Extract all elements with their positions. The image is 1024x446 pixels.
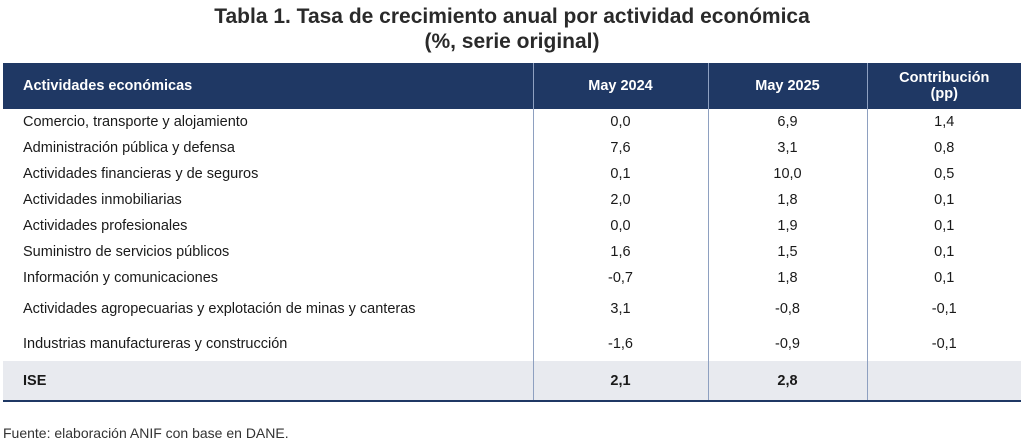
contribution-cell: 1,4 bbox=[867, 109, 1021, 135]
may-2025-cell: 1,8 bbox=[708, 187, 867, 213]
contribution-cell: 0,1 bbox=[867, 187, 1021, 213]
table-row: Actividades agropecuarias y explotación … bbox=[3, 291, 1021, 326]
header-activities: Actividades económicas bbox=[3, 63, 533, 109]
total-label-cell: ISE bbox=[3, 361, 533, 401]
growth-table: Actividades económicas May 2024 May 2025… bbox=[3, 63, 1021, 402]
contribution-cell: -0,1 bbox=[867, 291, 1021, 326]
may-2025-cell: 3,1 bbox=[708, 135, 867, 161]
contribution-cell: 0,1 bbox=[867, 239, 1021, 265]
activity-cell: Información y comunicaciones bbox=[3, 265, 533, 291]
table-row: Actividades inmobiliarias 2,0 1,8 0,1 bbox=[3, 187, 1021, 213]
contribution-cell: 0,8 bbox=[867, 135, 1021, 161]
table-row: Industrias manufactureras y construcción… bbox=[3, 326, 1021, 361]
activity-cell: Actividades agropecuarias y explotación … bbox=[3, 291, 533, 326]
may-2024-cell: 0,0 bbox=[533, 213, 708, 239]
may-2024-cell: -0,7 bbox=[533, 265, 708, 291]
header-contribution: Contribución (pp) bbox=[867, 63, 1021, 109]
may-2025-cell: 10,0 bbox=[708, 161, 867, 187]
activity-cell: Administración pública y defensa bbox=[3, 135, 533, 161]
header-may-2024: May 2024 bbox=[533, 63, 708, 109]
contribution-cell: 0,5 bbox=[867, 161, 1021, 187]
activity-cell: Comercio, transporte y alojamiento bbox=[3, 109, 533, 135]
may-2025-cell: 1,9 bbox=[708, 213, 867, 239]
source-note: Fuente: elaboración ANIF con base en DAN… bbox=[3, 425, 289, 441]
contribution-cell: 0,1 bbox=[867, 265, 1021, 291]
may-2024-cell: 1,6 bbox=[533, 239, 708, 265]
table-row: Administración pública y defensa 7,6 3,1… bbox=[3, 135, 1021, 161]
total-may-2024-cell: 2,1 bbox=[533, 361, 708, 401]
may-2024-cell: 2,0 bbox=[533, 187, 708, 213]
total-row: ISE 2,1 2,8 bbox=[3, 361, 1021, 401]
may-2025-cell: -0,9 bbox=[708, 326, 867, 361]
table-row: Actividades financieras y de seguros 0,1… bbox=[3, 161, 1021, 187]
may-2025-cell: 1,8 bbox=[708, 265, 867, 291]
title-line-1: Tabla 1. Tasa de crecimiento anual por a… bbox=[0, 4, 1024, 29]
header-may-2025: May 2025 bbox=[708, 63, 867, 109]
title-line-2: (%, serie original) bbox=[0, 29, 1024, 54]
header-contribution-label: Contribución bbox=[899, 70, 989, 86]
activity-cell: Actividades profesionales bbox=[3, 213, 533, 239]
total-contribution-cell bbox=[867, 361, 1021, 401]
activity-cell: Industrias manufactureras y construcción bbox=[3, 326, 533, 361]
table-header-row: Actividades económicas May 2024 May 2025… bbox=[3, 63, 1021, 109]
table-row: Información y comunicaciones -0,7 1,8 0,… bbox=[3, 265, 1021, 291]
contribution-cell: 0,1 bbox=[867, 213, 1021, 239]
may-2024-cell: 0,0 bbox=[533, 109, 708, 135]
may-2025-cell: 1,5 bbox=[708, 239, 867, 265]
may-2025-cell: -0,8 bbox=[708, 291, 867, 326]
table-row: Suministro de servicios públicos 1,6 1,5… bbox=[3, 239, 1021, 265]
header-contribution-unit: (pp) bbox=[931, 86, 958, 102]
contribution-cell: -0,1 bbox=[867, 326, 1021, 361]
table-row: Comercio, transporte y alojamiento 0,0 6… bbox=[3, 109, 1021, 135]
table-row: Actividades profesionales 0,0 1,9 0,1 bbox=[3, 213, 1021, 239]
may-2024-cell: 0,1 bbox=[533, 161, 708, 187]
table-title: Tabla 1. Tasa de crecimiento anual por a… bbox=[0, 4, 1024, 54]
activity-cell: Suministro de servicios públicos bbox=[3, 239, 533, 265]
activity-cell: Actividades inmobiliarias bbox=[3, 187, 533, 213]
total-may-2025-cell: 2,8 bbox=[708, 361, 867, 401]
may-2024-cell: 7,6 bbox=[533, 135, 708, 161]
may-2024-cell: 3,1 bbox=[533, 291, 708, 326]
may-2025-cell: 6,9 bbox=[708, 109, 867, 135]
activity-cell: Actividades financieras y de seguros bbox=[3, 161, 533, 187]
may-2024-cell: -1,6 bbox=[533, 326, 708, 361]
